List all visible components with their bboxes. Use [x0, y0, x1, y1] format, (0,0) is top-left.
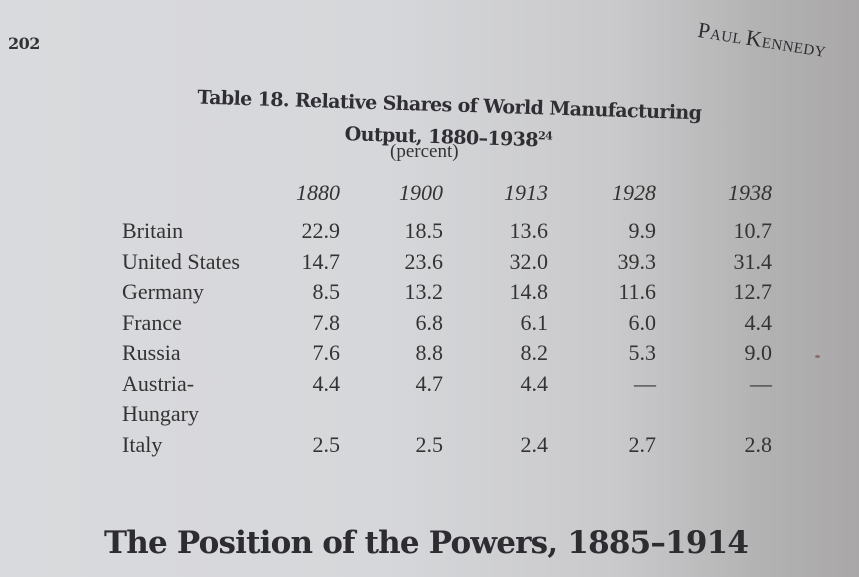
value-cell: 11.6: [618, 279, 656, 305]
value-cell: —: [634, 370, 656, 396]
country-label: Britain: [122, 218, 184, 244]
value-cell: 2.8: [744, 431, 773, 457]
country-label: United States: [122, 248, 240, 274]
table-row: Britain 22.9 18.5 13.6 9.9 10.7: [122, 216, 772, 247]
value-cell: 10.7: [733, 218, 773, 244]
page-number: 202: [8, 34, 40, 53]
value-cell: 7.8: [312, 309, 341, 335]
value-cell: 2.5: [312, 431, 341, 457]
value-cell: 4.7: [415, 370, 444, 396]
value-cell: [443, 399, 548, 430]
value-cell: 13.2: [404, 279, 444, 305]
manufacturing-share-table: 1880 1900 1913 1928 1938 Britain 22.9 18.5…: [122, 178, 772, 460]
value-cell: —: [750, 370, 772, 396]
table-row: United States 14.7 23.6 32.0 39.3 31.4: [122, 247, 772, 278]
country-label: Russia: [122, 340, 181, 366]
value-cell: 13.6: [509, 218, 549, 244]
value-cell: 4.4: [312, 370, 341, 396]
value-cell: 6.1: [520, 309, 549, 335]
table-row: Hungary: [122, 399, 772, 430]
value-cell: [548, 399, 656, 430]
value-cell: 14.8: [509, 279, 549, 305]
value-cell: 8.8: [415, 340, 444, 366]
footnote-ref: 24: [537, 129, 553, 143]
value-cell: 6.8: [415, 309, 444, 335]
section-heading: The Position of the Powers, 1885–1914: [104, 525, 749, 561]
value-cell: 12.7: [733, 279, 773, 305]
value-cell: 2.7: [628, 431, 657, 457]
value-cell: 2.5: [415, 431, 444, 457]
country-label: Hungary: [122, 401, 199, 427]
value-cell: 6.0: [628, 309, 657, 335]
table-subtitle: (percent): [390, 141, 459, 162]
table-row: Austria- 4.4 4.7 4.4 — —: [122, 369, 772, 400]
value-cell: 8.2: [520, 340, 549, 366]
country-label: Austria-: [122, 370, 195, 396]
table-row: France 7.8 6.8 6.1 6.0 4.4: [122, 308, 772, 339]
country-label: Italy: [122, 431, 163, 457]
value-cell: 8.5: [312, 279, 341, 305]
table-header-row: 1880 1900 1913 1928 1938: [122, 178, 772, 216]
table-row: Germany 8.5 13.2 14.8 11.6 12.7: [122, 277, 772, 308]
table-row: Russia 7.6 8.8 8.2 5.3 9.0: [122, 338, 772, 369]
value-cell: 22.9: [301, 218, 341, 244]
value-cell: 9.9: [628, 218, 657, 244]
country-label: France: [122, 309, 182, 335]
table-row: Italy 2.5 2.5 2.4 2.7 2.8: [122, 430, 772, 461]
value-cell: 31.4: [733, 248, 773, 274]
paper-smudge: [815, 355, 820, 358]
header-blank: [122, 178, 290, 216]
value-cell: 9.0: [744, 340, 773, 366]
value-cell: 32.0: [509, 248, 549, 274]
value-cell: [290, 399, 340, 430]
column-header: 1913: [504, 180, 548, 205]
value-cell: 39.3: [617, 248, 657, 274]
column-header: 1880: [296, 180, 340, 205]
running-head-last: KENNEDY: [744, 24, 827, 62]
value-cell: 7.6: [312, 340, 341, 366]
value-cell: 4.4: [744, 309, 773, 335]
value-cell: 4.4: [520, 370, 549, 396]
column-header: 1938: [728, 180, 772, 205]
value-cell: 23.6: [404, 248, 444, 274]
running-head: PAUL KENNEDY: [696, 17, 828, 63]
value-cell: 5.3: [628, 340, 657, 366]
value-cell: [656, 399, 772, 430]
value-cell: 2.4: [520, 431, 549, 457]
country-label: Germany: [122, 279, 204, 305]
running-head-first: PAUL: [696, 17, 747, 49]
column-header: 1900: [399, 180, 443, 205]
column-header: 1928: [612, 180, 656, 205]
value-cell: [340, 399, 443, 430]
value-cell: 14.7: [301, 248, 341, 274]
value-cell: 18.5: [404, 218, 444, 244]
